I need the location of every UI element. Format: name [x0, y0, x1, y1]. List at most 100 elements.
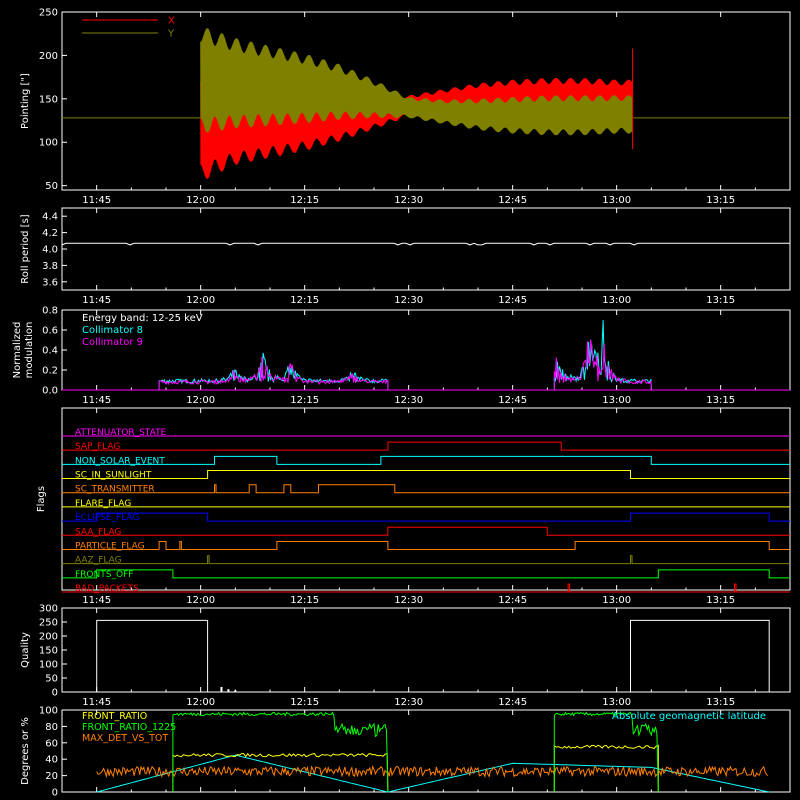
- quality-xtick-label: 12:00: [186, 697, 215, 708]
- pointing-legend-label: Y: [167, 29, 175, 40]
- roll_period-ytick-label: 4.2: [42, 228, 58, 239]
- flag-label-aaz-flag: AAZ_FLAG: [75, 556, 122, 566]
- quality-ytick-label: 300: [39, 604, 58, 615]
- flag-trace-sap-flag: [62, 441, 790, 451]
- front_ratio-ytick-label: 80: [45, 722, 58, 733]
- roll_period-ytick-label: 4.4: [42, 212, 58, 223]
- flag-label-sap-flag: SAP_FLAG: [75, 442, 120, 452]
- modulation-xtick-label: 13:15: [706, 395, 735, 406]
- pointing-ytick-label: 100: [39, 138, 58, 149]
- quality-ytick-label: 200: [39, 632, 58, 643]
- flag-label-sc-in-sunlight: SC_IN_SUNLIGHT: [75, 471, 152, 481]
- modulation-ytick-label: 0.6: [42, 326, 58, 337]
- quality-xtick-label: 11:45: [82, 697, 111, 708]
- modulation-ytick-label: 0.4: [42, 346, 58, 357]
- modulation-xtick-label: 12:45: [498, 395, 527, 406]
- flags-xtick-label: 12:30: [394, 595, 423, 606]
- front-ratio-1225-segment: [553, 711, 659, 793]
- modulation-legend-label: Collimator 9: [82, 337, 143, 348]
- pointing-xtick-label: 12:45: [498, 195, 527, 206]
- flag-trace-saa-flag: [62, 526, 790, 536]
- flag-label-bad-packets: BAD_PACKETS: [75, 584, 139, 594]
- flags-frame: [61, 407, 791, 591]
- roll_period-xtick-label: 13:00: [602, 295, 631, 306]
- flags-xtick-label: 13:15: [706, 595, 735, 606]
- latitude-curve: [96, 754, 770, 793]
- roll_period-ytick-label: 3.8: [42, 261, 58, 272]
- quality-ytick-label: 50: [45, 674, 58, 685]
- flag-trace-bad-packets: [62, 583, 790, 593]
- modulation-ylabel: modulation: [24, 322, 35, 379]
- pointing-xtick-label: 12:15: [290, 195, 319, 206]
- quality-ytick-label: 0: [52, 688, 58, 699]
- roll_period-xtick-label: 12:45: [498, 295, 527, 306]
- quality-xtick-label: 13:15: [706, 697, 735, 708]
- modulation-panel: 11:45 12:00 12:15 12:30 12:45 13:00 13:15 0.0 0.…: [12, 306, 791, 406]
- flag-label-attenuator-state: ATTENUATOR_STATE: [75, 428, 167, 438]
- pointing-ylabel: Pointing ["]: [20, 73, 31, 129]
- roll_period-ylabel: Roll period [s]: [20, 214, 31, 283]
- front-ratio-legend-label: FRONT_RATIO_1225: [82, 722, 176, 733]
- flags-xtick-label: 12:15: [290, 595, 319, 606]
- pointing-xtick-label: 12:30: [394, 195, 423, 206]
- pointing-ytick-label: 50: [45, 181, 58, 192]
- modulation-legend-title: Energy band: 12-25 keV: [82, 313, 203, 324]
- quality-xtick-label: 12:45: [498, 697, 527, 708]
- roll_period-xtick-label: 12:15: [290, 295, 319, 306]
- flag-trace-fronts-off: [62, 569, 790, 579]
- pointing-frame: [61, 11, 791, 191]
- roll_period-xtick-label: 13:15: [706, 295, 735, 306]
- pointing-legend-label: X: [168, 16, 175, 27]
- flag-trace-sc-in-sunlight: [62, 470, 790, 480]
- flags-xtick-label: 11:45: [82, 595, 111, 606]
- quality-ylabel: Quality: [20, 632, 31, 668]
- quality-ytick-label: 150: [39, 646, 58, 657]
- pointing-panel: 11:45 12:00 12:15 12:30 12:45 13:00 13:15 50 100…: [20, 8, 791, 206]
- roll-period-series: [61, 242, 790, 246]
- front_ratio-ytick-label: 20: [45, 771, 58, 782]
- roll_period-ytick-label: 4.0: [42, 245, 58, 256]
- flags-xtick-label: 13:00: [602, 595, 631, 606]
- front_ratio-ylabel: Degrees or %: [20, 717, 31, 785]
- flag-label-fronts-off: FRONTS_OFF: [75, 570, 133, 580]
- front_ratio-ytick-label: 60: [45, 738, 58, 749]
- flags-xtick-label: 12:00: [186, 595, 215, 606]
- pointing-ytick-label: 150: [39, 94, 58, 105]
- flag-trace-non-solar-event: [62, 455, 790, 465]
- flags-panel: 11:45 12:00 12:15 12:30 12:45 13:00 13:15 Flags…: [36, 407, 791, 606]
- modulation-xtick-label: 12:30: [394, 395, 423, 406]
- front_ratio-ytick-label: 100: [39, 706, 58, 717]
- modulation-ytick-label: 0.2: [42, 366, 58, 377]
- front-ratio-1225-segment: [172, 711, 389, 793]
- pointing-xtick-label: 12:00: [186, 195, 215, 206]
- modulation-xtick-label: 11:45: [82, 395, 111, 406]
- quality-xtick-label: 13:00: [602, 697, 631, 708]
- roll_period-frame: [61, 207, 791, 291]
- flags-ylabel: Flags: [36, 486, 47, 512]
- flag-trace-eclipse-flag: [62, 512, 790, 522]
- modulation-collimator-9-segment: [553, 339, 652, 391]
- front-ratio-segment: [172, 752, 389, 793]
- front_ratio-panel: 0 20 40 60 80 100 Degrees or % FRONT_RATIOFRONT…: [20, 706, 791, 799]
- quality-series: [62, 619, 790, 693]
- pointing-ytick-label: 250: [39, 8, 58, 19]
- quality-xtick-label: 12:15: [290, 697, 319, 708]
- pointing-xtick-label: 13:00: [602, 195, 631, 206]
- flag-label-particle-flag: PARTICLE_FLAG: [75, 541, 145, 551]
- roll_period-panel: 11:45 12:00 12:15 12:30 12:45 13:00 13:15 3.6 3.…: [20, 207, 791, 306]
- flag-trace-particle-flag: [62, 540, 790, 550]
- roll_period-xtick-label: 12:00: [186, 295, 215, 306]
- modulation-collimator-8-segment: [158, 352, 389, 390]
- modulation-collimator-9-segment: [158, 356, 389, 390]
- modulation-legend-label: Collimator 8: [82, 325, 143, 336]
- latitude-annotation: Absolute geomagnetic latitude: [612, 711, 766, 722]
- pointing-ytick-label: 200: [39, 51, 58, 62]
- quality-panel: 11:45 12:00 12:15 12:30 12:45 13:00 13:15 0 50 10…: [20, 604, 791, 708]
- flag-trace-aaz-flag: [62, 555, 790, 565]
- front-ratio-legend-label: MAX_DET_VS_TOT: [82, 733, 168, 744]
- front_ratio-frame: [61, 709, 791, 793]
- front_ratio-ytick-label: 0: [52, 788, 58, 799]
- flag-trace-sc-transmitter: [62, 484, 790, 494]
- modulation-ytick-label: 0.0: [42, 386, 58, 397]
